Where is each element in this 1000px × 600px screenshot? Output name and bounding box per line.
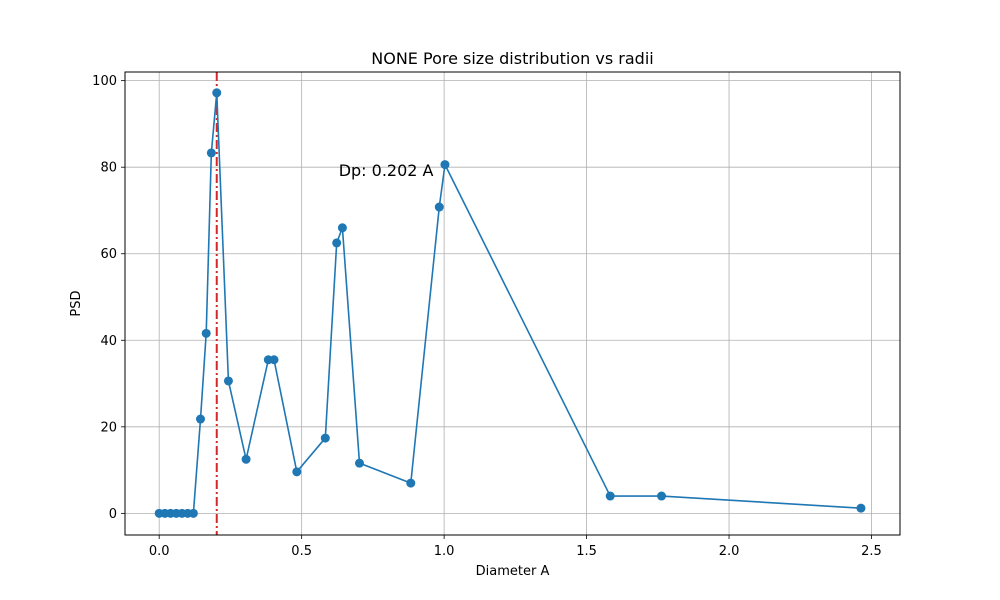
data-point (434, 202, 444, 212)
data-point (206, 148, 216, 158)
x-axis-label: Diameter A (476, 564, 550, 579)
data-point (605, 491, 615, 501)
ticks: 0.0 0.5 1.0 1.5 2.0 2.5 0 20 40 60 80 100 (92, 74, 882, 559)
data-point (292, 467, 302, 477)
x-tick-label: 1.0 (434, 544, 455, 559)
x-tick-label: 2.5 (861, 544, 882, 559)
y-tick-label: 100 (92, 74, 117, 89)
data-point (212, 88, 222, 98)
grid (125, 72, 900, 535)
data-point (856, 503, 866, 513)
y-tick-label: 60 (100, 247, 117, 262)
data-point (406, 478, 416, 488)
y-tick-label: 40 (100, 334, 117, 349)
x-tick-label: 0.5 (291, 544, 312, 559)
y-tick-label: 80 (100, 161, 117, 176)
x-tick-label: 1.5 (576, 544, 597, 559)
chart-title: NONE Pore size distribution vs radii (371, 49, 653, 68)
y-tick-label: 0 (109, 507, 117, 522)
data-point (223, 376, 233, 386)
y-axis-label: PSD (69, 290, 84, 316)
data-point (201, 328, 211, 338)
x-tick-label: 0.0 (149, 544, 170, 559)
dp-annotation: Dp: 0.202 A (339, 161, 434, 180)
x-tick-label: 2.0 (719, 544, 740, 559)
data-point (354, 458, 364, 468)
data-point (320, 433, 330, 443)
data-point (269, 355, 279, 365)
data-point (332, 238, 342, 248)
series-layer (154, 88, 866, 518)
plot-frame (124, 71, 901, 536)
data-point (440, 160, 450, 170)
data-point (241, 454, 251, 464)
data-point (657, 491, 667, 501)
data-point (337, 223, 347, 233)
y-tick-label: 20 (100, 420, 117, 435)
data-point (188, 508, 198, 518)
data-point (196, 414, 206, 424)
